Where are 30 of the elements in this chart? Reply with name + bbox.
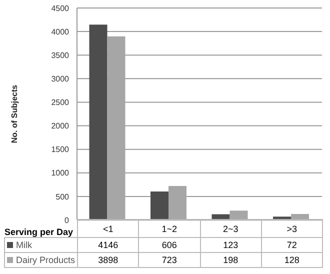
x-tick-label: 1~2 xyxy=(138,220,200,238)
y-axis-title: No. of Subjects xyxy=(10,84,19,144)
y-tick-label: 4000 xyxy=(51,27,70,36)
data-label: 723 xyxy=(138,252,200,268)
bar xyxy=(168,186,186,220)
y-tick-label: 500 xyxy=(56,192,70,202)
bar xyxy=(150,191,168,220)
x-tick-label: <1 xyxy=(78,220,139,238)
data-label: 123 xyxy=(200,238,262,252)
y-tick-label: 2000 xyxy=(51,122,70,131)
data-label: 606 xyxy=(138,238,200,252)
y-tick-label: 3000 xyxy=(51,74,70,84)
x-tick-label: >3 xyxy=(261,220,322,238)
x-tick-label: 2~3 xyxy=(200,220,262,238)
y-tick-label: 3500 xyxy=(51,50,70,60)
data-label: 4146 xyxy=(78,238,139,252)
data-label: 198 xyxy=(200,252,262,268)
y-tick-label: 1000 xyxy=(51,168,70,178)
legend-label: Dairy Products xyxy=(4,252,78,268)
legend-label: Milk xyxy=(4,238,78,252)
y-tick-label: 4500 xyxy=(51,4,70,13)
data-label: 128 xyxy=(261,252,322,268)
bar xyxy=(107,36,126,220)
y-tick-label: 0 xyxy=(64,216,70,225)
data-label: 3898 xyxy=(78,252,139,268)
data-label: 72 xyxy=(261,238,322,252)
y-tick-label: 2500 xyxy=(51,98,70,108)
y-tick-label: 1500 xyxy=(51,145,70,154)
x-axis-title: Serving per Day xyxy=(4,227,74,237)
bar xyxy=(89,24,108,220)
